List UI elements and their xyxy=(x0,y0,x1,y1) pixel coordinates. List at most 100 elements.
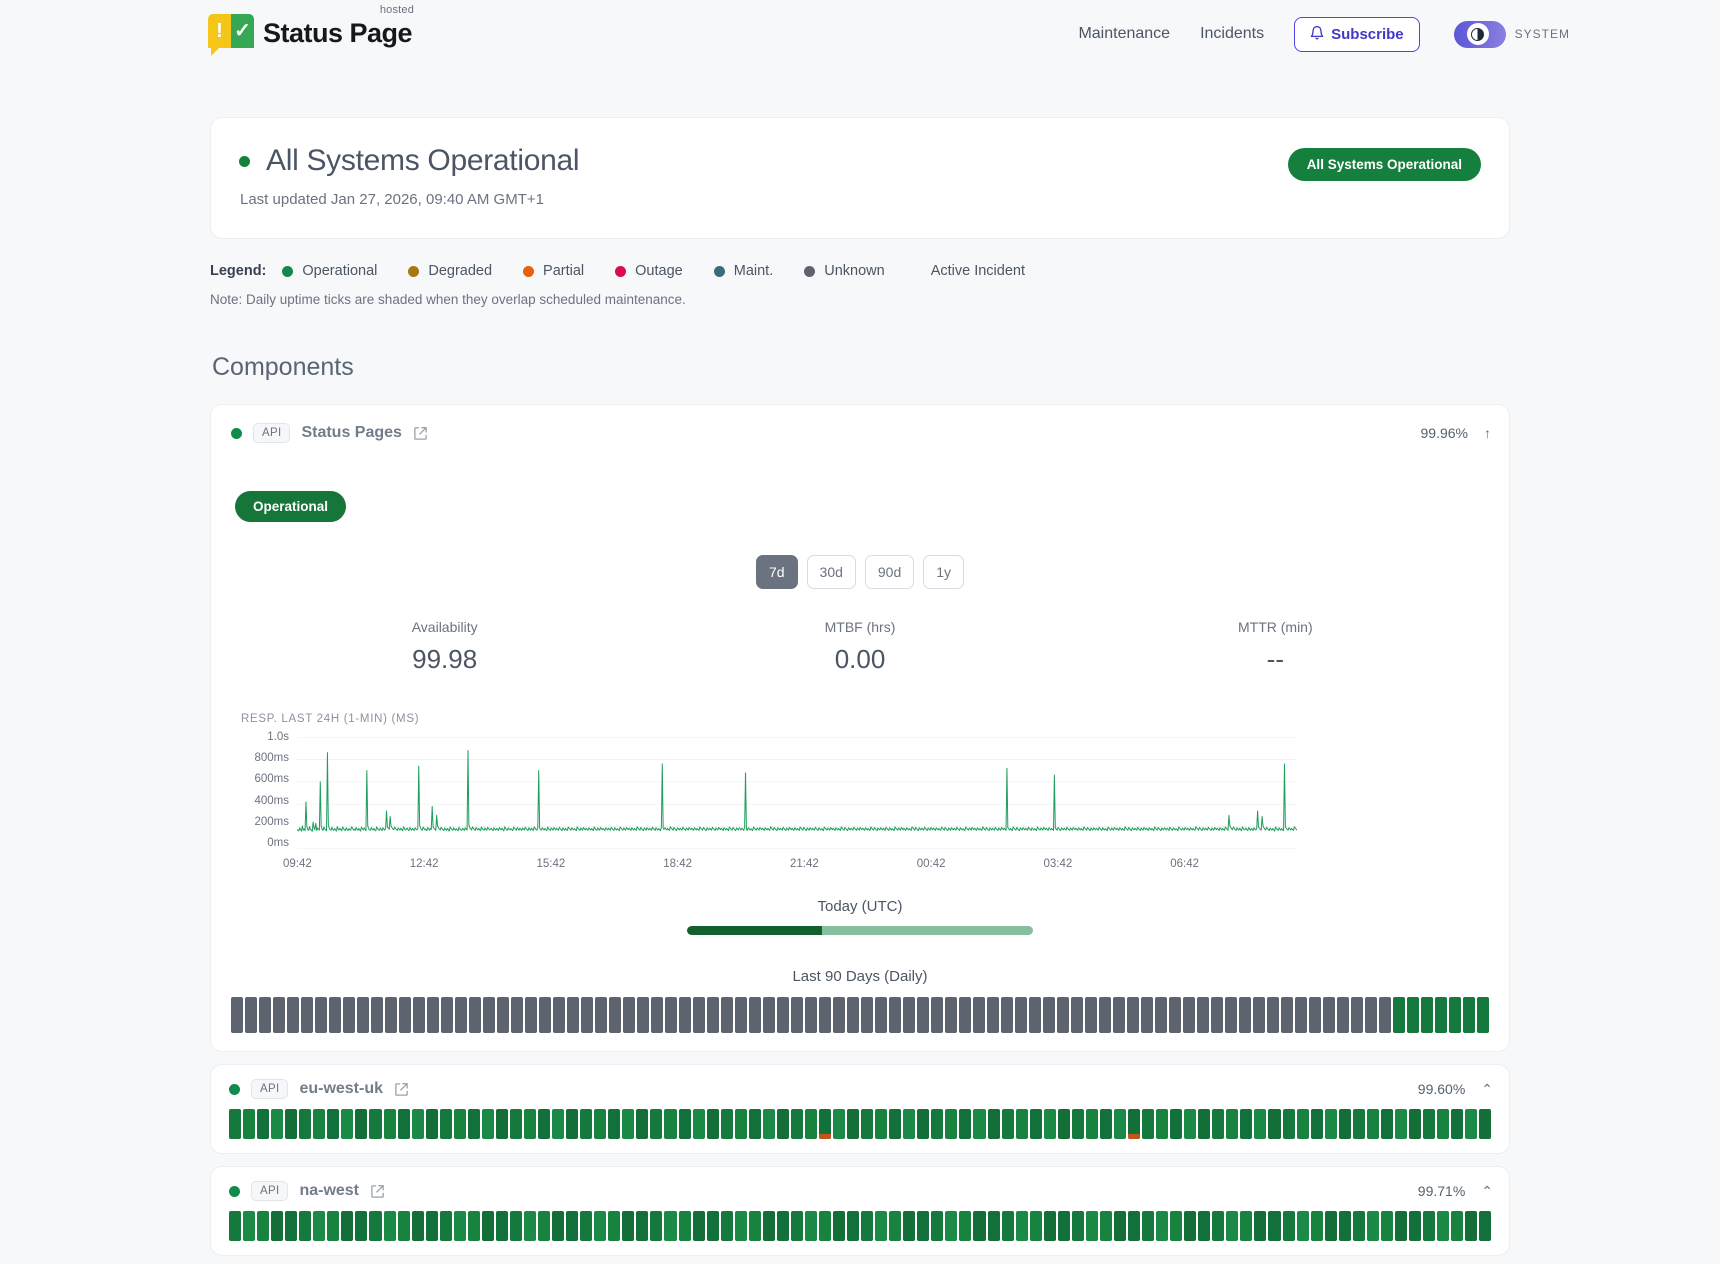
uptime-tick[interactable] xyxy=(959,1109,972,1139)
uptime-tick[interactable] xyxy=(1394,1109,1407,1139)
component-header[interactable]: API Status Pages 99.96% ↑ xyxy=(227,419,1493,443)
uptime-tick[interactable] xyxy=(1408,1211,1421,1241)
uptime-tick[interactable] xyxy=(1310,1109,1323,1139)
uptime-tick[interactable] xyxy=(1113,1109,1126,1139)
uptime-tick[interactable] xyxy=(805,997,817,1033)
uptime-tick[interactable] xyxy=(313,1109,326,1139)
uptime-tick[interactable] xyxy=(427,997,439,1033)
uptime-tick[interactable] xyxy=(1225,997,1237,1033)
uptime-tick[interactable] xyxy=(495,1211,508,1241)
uptime-tick[interactable] xyxy=(749,997,761,1033)
uptime-tick[interactable] xyxy=(580,1211,593,1241)
uptime-tick[interactable] xyxy=(622,1211,635,1241)
uptime-tick[interactable] xyxy=(566,1211,579,1241)
uptime-tick[interactable] xyxy=(959,1211,972,1241)
uptime-tick[interactable] xyxy=(1226,1211,1239,1241)
uptime-tick[interactable] xyxy=(1365,997,1377,1033)
uptime-tick[interactable] xyxy=(357,997,369,1033)
uptime-tick[interactable] xyxy=(1071,997,1083,1033)
uptime-tick[interactable] xyxy=(411,1211,424,1241)
uptime-tick[interactable] xyxy=(495,1109,508,1139)
uptime-tick[interactable] xyxy=(455,997,467,1033)
uptime-tick[interactable] xyxy=(567,997,579,1033)
uptime-tick[interactable] xyxy=(1226,1109,1239,1139)
uptime-tick[interactable] xyxy=(343,997,355,1033)
uptime-tick[interactable] xyxy=(1463,997,1475,1033)
uptime-tick[interactable] xyxy=(721,997,733,1033)
uptime-tick[interactable] xyxy=(861,1211,874,1241)
uptime-tick[interactable] xyxy=(706,1211,719,1241)
uptime-tick[interactable] xyxy=(1393,997,1405,1033)
uptime-tick[interactable] xyxy=(804,1211,817,1241)
uptime-tick[interactable] xyxy=(1169,997,1181,1033)
uptime-tick[interactable] xyxy=(1001,1109,1014,1139)
uptime-tick[interactable] xyxy=(594,1211,607,1241)
uptime-tick[interactable] xyxy=(1099,1211,1112,1241)
uptime-tick[interactable] xyxy=(1254,1211,1267,1241)
uptime-tick[interactable] xyxy=(917,997,929,1033)
uptime-tick[interactable] xyxy=(425,1211,438,1241)
uptime-tick[interactable] xyxy=(245,997,257,1033)
uptime-tick[interactable] xyxy=(762,1211,775,1241)
external-link-icon[interactable] xyxy=(370,1184,385,1199)
uptime-tick[interactable] xyxy=(229,1211,242,1241)
collapse-toggle-icon[interactable]: ↑ xyxy=(1484,425,1491,441)
uptime-tick[interactable] xyxy=(1268,1211,1281,1241)
uptime-tick[interactable] xyxy=(327,1211,340,1241)
uptime-tick[interactable] xyxy=(271,1109,284,1139)
uptime-tick[interactable] xyxy=(566,1109,579,1139)
uptime-tick[interactable] xyxy=(329,997,341,1033)
uptime-tick[interactable] xyxy=(525,997,537,1033)
uptime-tick[interactable] xyxy=(1029,1211,1042,1241)
uptime-tick[interactable] xyxy=(1352,1211,1365,1241)
uptime-tick[interactable] xyxy=(467,1211,480,1241)
uptime-tick[interactable] xyxy=(1184,1211,1197,1241)
uptime-tick[interactable] xyxy=(692,1109,705,1139)
uptime-tick[interactable] xyxy=(1282,1211,1295,1241)
uptime-tick[interactable] xyxy=(594,1109,607,1139)
uptime-tick[interactable] xyxy=(945,997,957,1033)
uptime-tick[interactable] xyxy=(341,1109,354,1139)
uptime-tick[interactable] xyxy=(539,997,551,1033)
uptime-tick[interactable] xyxy=(1296,1211,1309,1241)
uptime-tick[interactable] xyxy=(917,1211,930,1241)
uptime-tick[interactable] xyxy=(257,1109,270,1139)
uptime-tick[interactable] xyxy=(636,1109,649,1139)
uptime-tick[interactable] xyxy=(664,1109,677,1139)
uptime-tick[interactable] xyxy=(1155,997,1167,1033)
uptime-tick[interactable] xyxy=(776,1109,789,1139)
uptime-tick[interactable] xyxy=(483,997,495,1033)
uptime-tick[interactable] xyxy=(1352,1109,1365,1139)
uptime-tick[interactable] xyxy=(229,1109,242,1139)
uptime-tick[interactable] xyxy=(903,1109,916,1139)
uptime-tick[interactable] xyxy=(1366,1109,1379,1139)
uptime-tick[interactable] xyxy=(973,1211,986,1241)
uptime-tick[interactable] xyxy=(1351,997,1363,1033)
uptime-tick[interactable] xyxy=(1029,997,1041,1033)
uptime-tick[interactable] xyxy=(833,1109,846,1139)
uptime-tick[interactable] xyxy=(987,1109,1000,1139)
uptime-tick[interactable] xyxy=(987,1211,1000,1241)
uptime-tick[interactable] xyxy=(315,997,327,1033)
uptime-tick[interactable] xyxy=(847,1109,860,1139)
uptime-tick[interactable] xyxy=(1198,1211,1211,1241)
uptime-tick[interactable] xyxy=(595,997,607,1033)
uptime-tick[interactable] xyxy=(889,1109,902,1139)
uptime-tick[interactable] xyxy=(481,1109,494,1139)
uptime-tick[interactable] xyxy=(383,1211,396,1241)
uptime-tick[interactable] xyxy=(1071,1109,1084,1139)
uptime-tick[interactable] xyxy=(735,997,747,1033)
uptime-tick[interactable] xyxy=(1085,997,1097,1033)
uptime-tick[interactable] xyxy=(1465,1211,1478,1241)
uptime-tick[interactable] xyxy=(791,997,803,1033)
uptime-tick[interactable] xyxy=(776,1211,789,1241)
range-button-1y[interactable]: 1y xyxy=(923,555,965,589)
uptime-tick[interactable] xyxy=(1156,1211,1169,1241)
uptime-tick[interactable] xyxy=(1477,997,1489,1033)
uptime-tick[interactable] xyxy=(425,1109,438,1139)
uptime-tick[interactable] xyxy=(538,1211,551,1241)
uptime-tick[interactable] xyxy=(371,997,383,1033)
uptime-tick[interactable] xyxy=(833,1211,846,1241)
uptime-tick[interactable] xyxy=(1465,1109,1478,1139)
uptime-tick[interactable] xyxy=(1408,1109,1421,1139)
